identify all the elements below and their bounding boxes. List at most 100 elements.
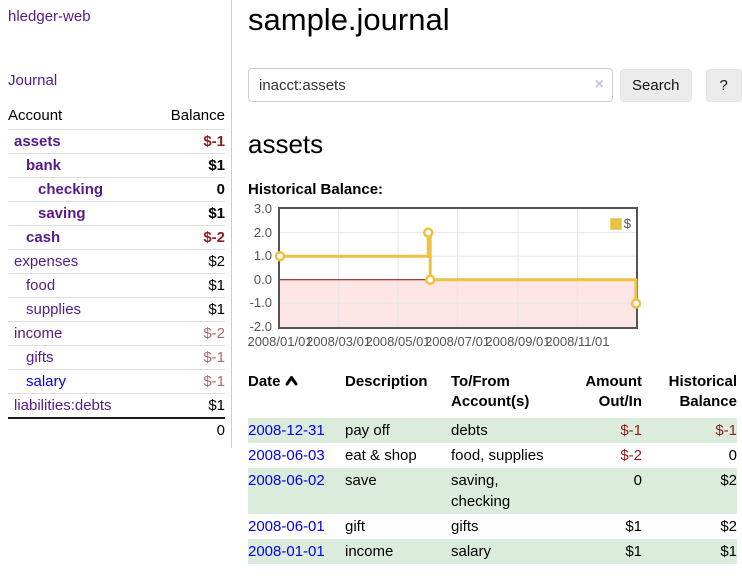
transaction-description: eat & shop [345,447,417,464]
account-link[interactable]: expenses [14,253,79,270]
account-row: food $1 [8,273,225,298]
transaction-description: income [345,543,394,560]
register-header-date: Date [248,370,345,418]
account-link[interactable]: salary [26,373,67,390]
account-row: income $-2 [8,321,225,346]
account-link[interactable]: food [26,277,56,294]
y-axis-label: 1.0 [253,248,272,264]
register-header-row: Date Description To/From Account(s) Amou… [248,370,737,418]
transaction-date-link[interactable]: 2008-06-02 [248,472,325,489]
register-header-description: Description [345,373,428,390]
account-balance: $1 [208,205,225,222]
account-row: saving $1 [8,201,225,226]
account-link[interactable]: bank [26,157,62,174]
y-axis-label: 3.0 [253,201,272,216]
transaction-balance: $2 [720,472,737,489]
transaction-balance: $2 [720,518,737,535]
y-axis-label: 2.0 [253,224,272,240]
register-table: Date Description To/From Account(s) Amou… [248,370,737,564]
account-rows: assets $-1 bank $1 checking 0 saving $1 cash $-2 e… [8,129,225,419]
account-link[interactable]: liabilities:debts [14,397,112,414]
search-box: × [248,68,613,102]
accounts-header-balance: Balance [170,107,225,124]
register-row: 2008-06-01 gift gifts $1 $2 [248,514,737,539]
account-link[interactable]: income [14,325,63,342]
account-link[interactable]: cash [26,229,61,246]
transaction-date-link[interactable]: 2008-06-01 [248,518,325,535]
search-button[interactable]: Search [620,68,692,102]
account-balance: $1 [208,397,225,414]
account-link[interactable]: assets [14,133,61,150]
search-input[interactable] [248,68,613,102]
transaction-balance: $1 [720,543,737,560]
x-axis-label: 2008/11/01 [545,334,610,349]
page-title: sample.journal [248,2,450,37]
account-link[interactable]: supplies [26,301,82,318]
transaction-date-link[interactable]: 2008-01-01 [248,543,325,560]
sidebar-item-journal[interactable]: Journal [8,72,58,89]
chart-plot-svg [274,209,642,327]
account-balance: $-2 [203,325,225,342]
transaction-accounts: salary [451,543,492,560]
chart-plot-area: $ [274,207,642,329]
account-balance: $1 [208,277,225,294]
account-row: gifts $-1 [8,345,225,370]
account-balance: $1 [208,301,225,318]
register-row: 2008-01-01 income salary $1 $1 [248,539,737,564]
account-balance: $-1 [203,133,225,150]
register-row: 2008-06-03 eat & shop food, supplies $-2 0 [248,443,737,468]
account-row: checking 0 [8,177,225,202]
transaction-date-link[interactable]: 2008-12-31 [248,422,325,439]
register-row: 2008-12-31 pay off debts $-1 $-1 [248,418,737,443]
search-form: × Search ? [248,68,742,102]
y-axis-label: -2.0 [249,319,272,334]
y-axis-label: -1.0 [249,295,272,311]
accounts-total-row: 0 [8,418,225,442]
account-row: expenses $2 [8,249,225,274]
account-link[interactable]: gifts [26,349,54,366]
account-link[interactable]: checking [38,181,104,198]
x-axis-label: 2008/07/01 [424,334,491,349]
account-balance: $-1 [203,349,225,366]
brand-link[interactable]: hledger-web [8,8,91,25]
account-row: cash $-2 [8,225,225,250]
x-axis-label: 2008/03/01 [305,334,372,349]
account-balance: $1 [208,157,225,174]
transaction-accounts: gifts [451,518,479,535]
account-row: liabilities:debts $1 [8,393,225,419]
accounts-total-spacer [8,418,150,442]
register-row: 2008-06-02 save saving, checking 0 $2 [248,468,737,514]
help-button[interactable]: ? [705,68,742,102]
account-link[interactable]: saving [38,205,86,222]
x-axis-label: 2008/09/01 [485,334,551,349]
clear-search-icon[interactable]: × [594,76,604,93]
chart-title: Historical Balance: [248,181,384,198]
account-heading: assets [248,129,324,159]
account-row: bank $1 [8,153,225,178]
accounts-total-value: 0 [216,422,225,439]
accounts-table: Account Balance assets $-1 bank $1 checking 0… [8,104,225,442]
chart-y-labels: 3.0 2.0 1.0 0.0 -1.0 -2.0 [248,202,274,334]
account-balance: $2 [208,253,225,270]
account-row: supplies $1 [8,297,225,322]
register-header-accounts: To/From Account(s) [451,373,530,410]
chart-legend: $ [609,216,631,231]
transaction-balance: 0 [728,447,737,464]
sort-ascending-icon [285,372,298,392]
accounts-header-row: Account Balance [8,104,225,130]
account-row: assets $-1 [8,129,225,154]
accounts-header-account: Account [8,107,63,124]
main-content: sample.journal × Search ? assets Histori… [232,0,742,564]
transaction-amount: $1 [625,518,642,535]
sidebar: hledger-web Journal Account Balance asse… [0,0,232,448]
account-balance: $-2 [203,229,225,246]
transaction-amount: $1 [625,543,642,560]
register-rows: 2008-12-31 pay off debts $-1 $-1 2008-06-03 ea… [248,418,737,564]
historical-balance-chart: 3.0 2.0 1.0 0.0 -1.0 -2.0 $ 2008/01/01 2008/03… [247,202,668,355]
transaction-accounts: food, supplies [451,447,544,464]
transaction-date-link[interactable]: 2008-06-03 [248,447,325,464]
account-row: salary $-1 [8,369,225,394]
transaction-accounts: debts [451,422,488,439]
x-axis-label: 2008/05/01 [365,334,431,349]
account-balance: 0 [216,181,225,198]
